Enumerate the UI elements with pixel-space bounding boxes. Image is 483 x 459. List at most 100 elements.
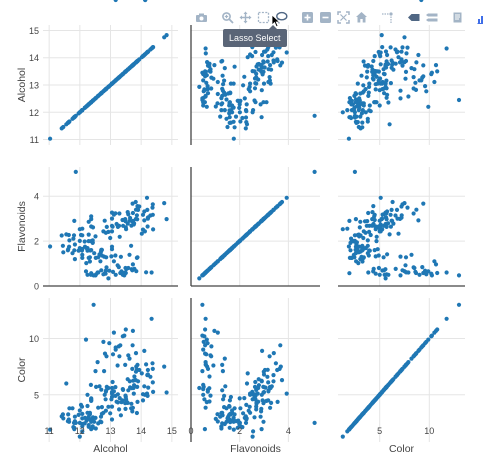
scatter-point[interactable]	[80, 416, 85, 421]
plotly-logo-button[interactable]	[476, 10, 483, 24]
scatter-point[interactable]	[71, 425, 76, 430]
scatter-point[interactable]	[393, 213, 398, 218]
scatter-point[interactable]	[371, 399, 376, 404]
scatter-point[interactable]	[129, 406, 134, 411]
scatter-point[interactable]	[200, 302, 205, 307]
scatter-point[interactable]	[126, 67, 131, 72]
scatter-point[interactable]	[237, 110, 242, 115]
scatter-point[interactable]	[358, 219, 363, 224]
scatter-point[interactable]	[215, 419, 220, 424]
scatter-point[interactable]	[205, 91, 211, 96]
scatter-point[interactable]	[253, 379, 258, 385]
scatter-point[interactable]	[419, 78, 424, 83]
scatter-point[interactable]	[232, 64, 237, 69]
scatter-point[interactable]	[388, 45, 393, 50]
scatter-point[interactable]	[400, 268, 405, 273]
scatter-point[interactable]	[101, 229, 106, 234]
scatter-point[interactable]	[260, 52, 265, 58]
scatter-point[interactable]	[149, 270, 154, 275]
scatter-point[interactable]	[367, 229, 372, 234]
scatter-point[interactable]	[67, 406, 72, 411]
scatter-point[interactable]	[429, 334, 434, 339]
scatter-point[interactable]	[261, 401, 266, 406]
scatter-point[interactable]	[413, 270, 419, 276]
scatter-point[interactable]	[144, 362, 149, 367]
scatter-point[interactable]	[376, 78, 381, 83]
scatter-point[interactable]	[197, 276, 202, 281]
scatter-point[interactable]	[271, 207, 276, 212]
scatter-point[interactable]	[91, 97, 96, 103]
scatter-point[interactable]	[85, 248, 90, 253]
scatter-point[interactable]	[201, 392, 206, 397]
scatter-point[interactable]	[269, 52, 274, 58]
scatter-point[interactable]	[202, 271, 207, 276]
scatter-point[interactable]	[259, 115, 264, 120]
scatter-point[interactable]	[227, 425, 232, 430]
scatter-point[interactable]	[80, 252, 85, 257]
scatter-point[interactable]	[224, 116, 229, 121]
scatter-point[interactable]	[248, 391, 253, 396]
scatter-point[interactable]	[383, 210, 388, 215]
scatter-point[interactable]	[125, 377, 130, 382]
scatter-point[interactable]	[103, 397, 108, 402]
scatter-point[interactable]	[444, 316, 449, 321]
panel-color-vs-color[interactable]	[338, 298, 465, 442]
scatter-point[interactable]	[133, 199, 138, 205]
scatter-point[interactable]	[382, 72, 387, 77]
scatter-point[interactable]	[227, 403, 232, 409]
scatter-point[interactable]	[215, 259, 220, 264]
autoscale-button[interactable]	[336, 10, 350, 24]
scatter-point[interactable]	[244, 102, 249, 107]
scatter-point[interactable]	[150, 380, 155, 385]
scatter-point[interactable]	[222, 356, 227, 361]
scatter-point[interactable]	[89, 217, 94, 222]
scatter-point[interactable]	[203, 94, 208, 99]
scatter-point[interactable]	[414, 207, 419, 212]
scatter-point[interactable]	[355, 81, 360, 86]
scatter-point[interactable]	[250, 397, 255, 402]
scatter-point[interactable]	[261, 81, 267, 86]
scatter-point[interactable]	[352, 113, 357, 118]
scatter-point[interactable]	[403, 76, 408, 81]
scatter-point[interactable]	[102, 218, 107, 223]
scatter-point[interactable]	[244, 232, 249, 238]
scatter-point[interactable]	[373, 87, 378, 92]
scatter-point[interactable]	[256, 377, 261, 382]
scatter-point[interactable]	[260, 348, 265, 353]
scatter-point[interactable]	[222, 108, 227, 113]
scatter-point[interactable]	[261, 372, 267, 377]
scatter-point[interactable]	[85, 403, 90, 409]
scatter-point[interactable]	[77, 408, 82, 413]
scatter-point[interactable]	[222, 78, 227, 83]
scatter-point[interactable]	[352, 233, 357, 238]
scatter-point[interactable]	[396, 231, 401, 236]
scatter-point[interactable]	[240, 425, 245, 430]
scatter-point[interactable]	[238, 119, 243, 124]
scatter-point[interactable]	[220, 362, 225, 367]
scatter-point[interactable]	[433, 262, 439, 267]
scatter-point[interactable]	[146, 385, 151, 390]
scatter-point[interactable]	[113, 393, 118, 398]
scatter-point[interactable]	[368, 232, 373, 238]
scatter-point[interactable]	[231, 427, 236, 432]
scatter-point[interactable]	[227, 115, 232, 120]
scatter-point[interactable]	[275, 57, 280, 62]
scatter-point[interactable]	[271, 373, 276, 378]
scatter-point[interactable]	[140, 398, 146, 403]
scatter-point[interactable]	[80, 421, 85, 427]
scatter-point[interactable]	[83, 269, 89, 274]
scatter-point[interactable]	[373, 224, 378, 229]
scatter-point[interactable]	[90, 415, 96, 420]
scatter-point[interactable]	[268, 385, 273, 391]
scatter-point[interactable]	[119, 400, 124, 405]
scatter-point[interactable]	[404, 51, 409, 56]
scatter-point[interactable]	[376, 393, 381, 398]
scatter-point[interactable]	[86, 423, 91, 428]
scatter-point[interactable]	[376, 224, 381, 229]
scatter-point[interactable]	[284, 195, 289, 200]
scatter-point[interactable]	[364, 223, 369, 228]
scatter-point[interactable]	[127, 356, 132, 361]
camera-button[interactable]	[194, 10, 208, 24]
scatter-point[interactable]	[60, 125, 65, 130]
scatter-point[interactable]	[398, 254, 403, 259]
